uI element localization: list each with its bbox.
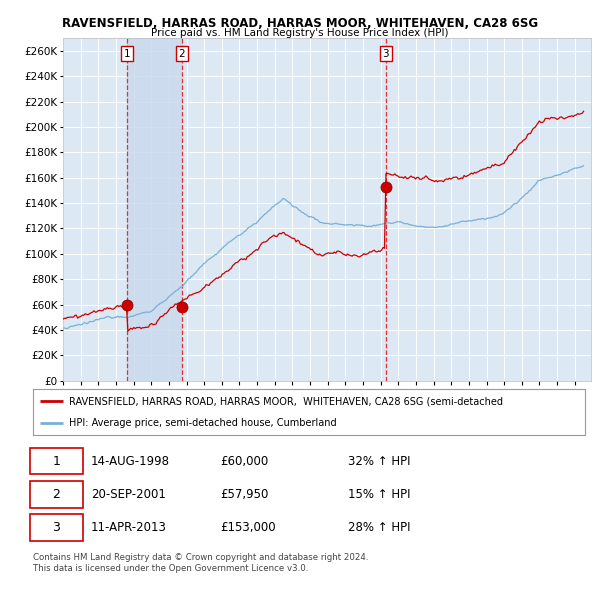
Text: 11-APR-2013: 11-APR-2013 xyxy=(91,521,167,534)
Text: 14-AUG-1998: 14-AUG-1998 xyxy=(91,455,170,468)
Text: £153,000: £153,000 xyxy=(221,521,277,534)
Text: Contains HM Land Registry data © Crown copyright and database right 2024.: Contains HM Land Registry data © Crown c… xyxy=(33,553,368,562)
Text: RAVENSFIELD, HARRAS ROAD, HARRAS MOOR,  WHITEHAVEN, CA28 6SG (semi-detached: RAVENSFIELD, HARRAS ROAD, HARRAS MOOR, W… xyxy=(69,396,503,407)
FancyBboxPatch shape xyxy=(30,514,83,541)
Text: 20-SEP-2001: 20-SEP-2001 xyxy=(91,488,166,501)
FancyBboxPatch shape xyxy=(30,448,83,474)
Text: £60,000: £60,000 xyxy=(221,455,269,468)
Text: 1: 1 xyxy=(124,48,130,58)
Text: 2: 2 xyxy=(53,488,61,501)
Text: 1: 1 xyxy=(53,455,61,468)
Text: Price paid vs. HM Land Registry's House Price Index (HPI): Price paid vs. HM Land Registry's House … xyxy=(151,28,449,38)
Text: 2: 2 xyxy=(178,48,185,58)
Text: HPI: Average price, semi-detached house, Cumberland: HPI: Average price, semi-detached house,… xyxy=(69,418,337,428)
FancyBboxPatch shape xyxy=(30,481,83,508)
Text: £57,950: £57,950 xyxy=(221,488,269,501)
Text: RAVENSFIELD, HARRAS ROAD, HARRAS MOOR, WHITEHAVEN, CA28 6SG: RAVENSFIELD, HARRAS ROAD, HARRAS MOOR, W… xyxy=(62,17,538,30)
Text: 28% ↑ HPI: 28% ↑ HPI xyxy=(347,521,410,534)
Text: 32% ↑ HPI: 32% ↑ HPI xyxy=(347,455,410,468)
Text: 3: 3 xyxy=(53,521,61,534)
Text: 3: 3 xyxy=(382,48,389,58)
Bar xyxy=(127,38,182,381)
Text: This data is licensed under the Open Government Licence v3.0.: This data is licensed under the Open Gov… xyxy=(33,564,308,573)
Text: 15% ↑ HPI: 15% ↑ HPI xyxy=(347,488,410,501)
